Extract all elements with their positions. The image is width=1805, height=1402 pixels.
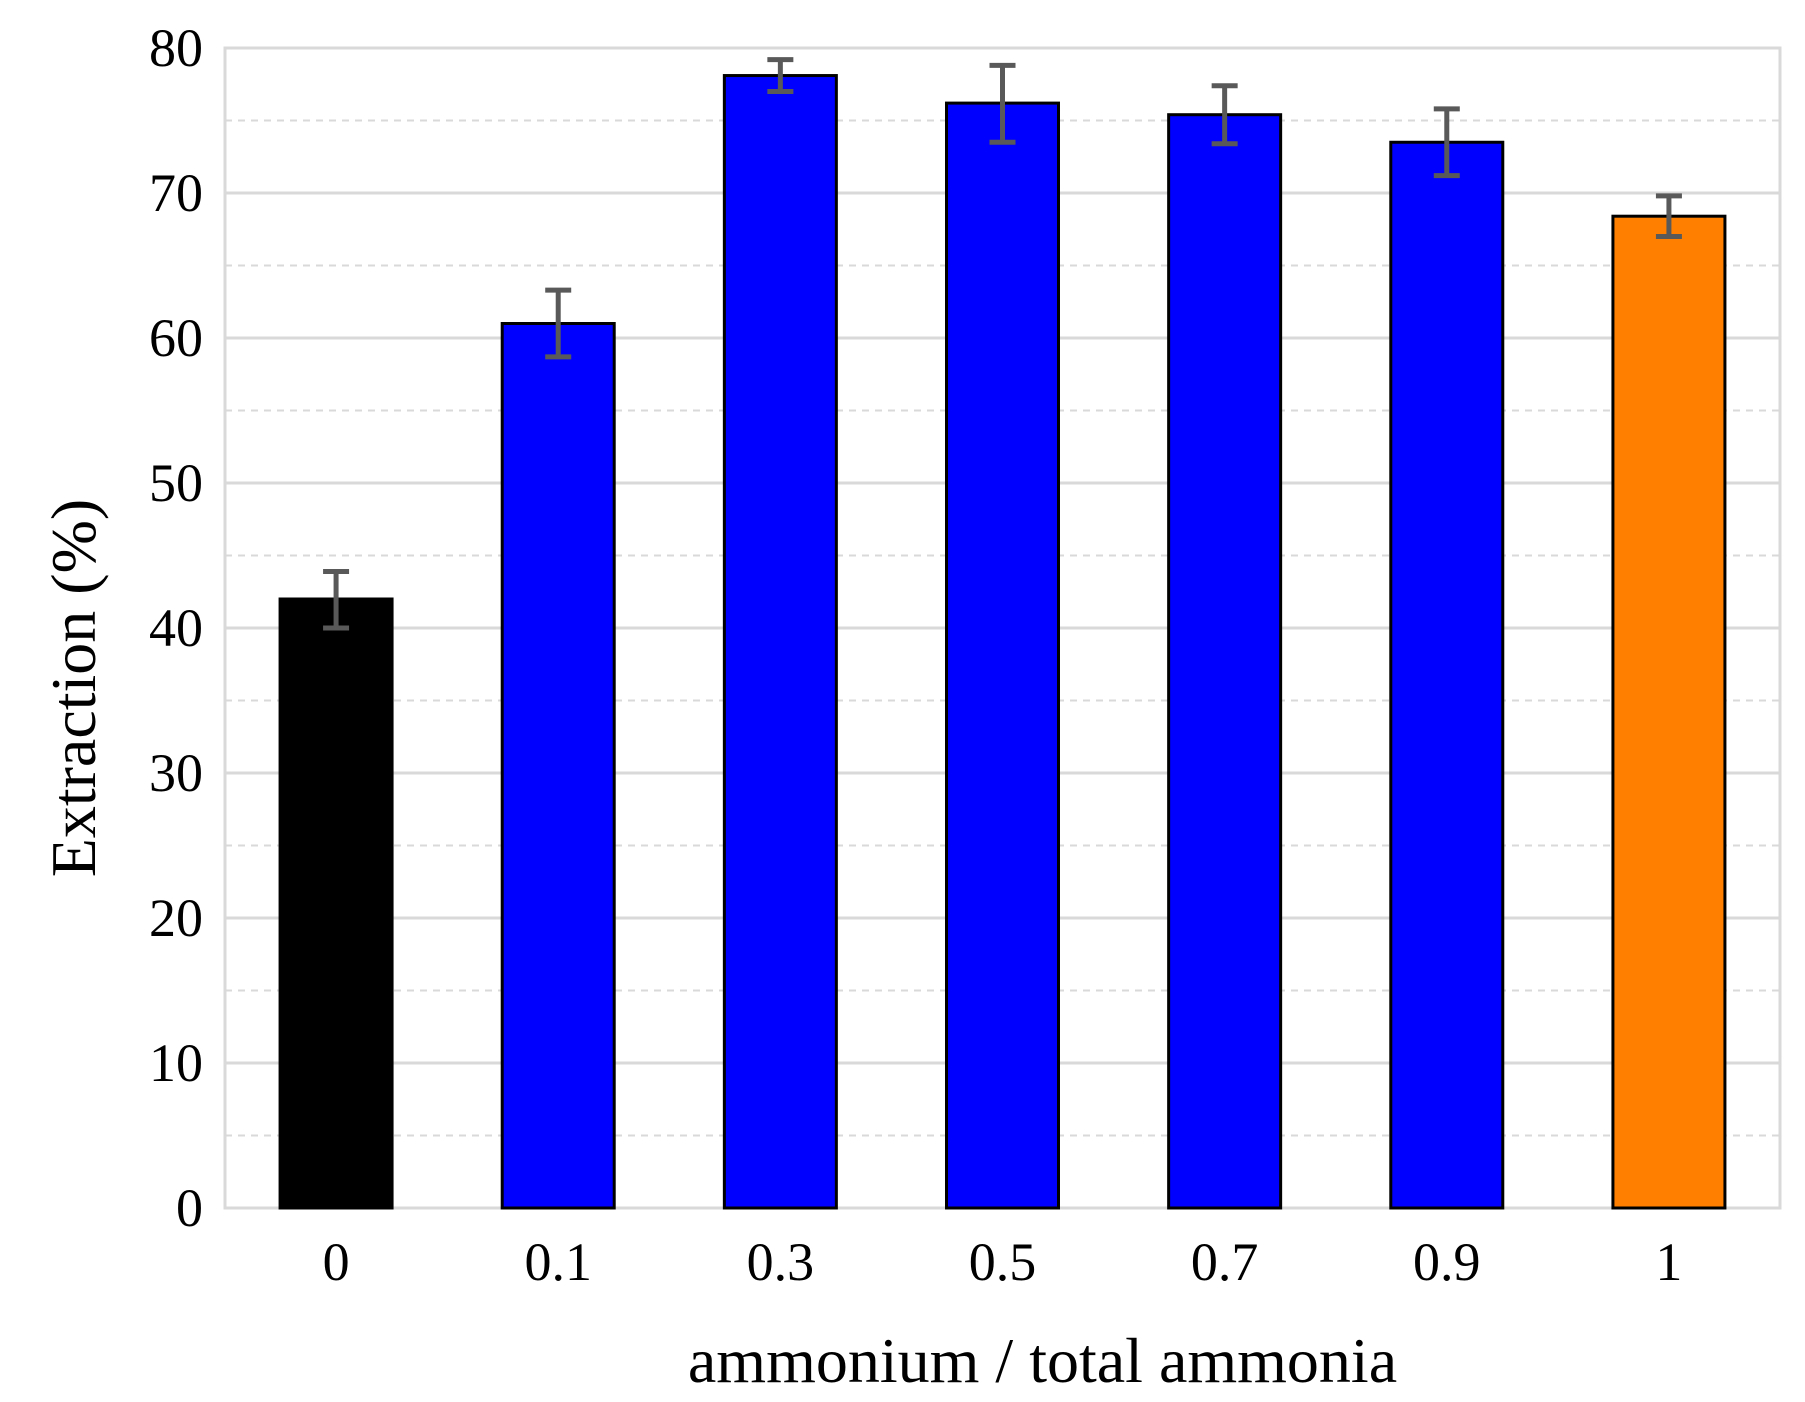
bar-0.5: [945, 101, 1060, 1210]
bar-0.1: [500, 322, 616, 1210]
error-bar-0.7: [1211, 83, 1238, 147]
y-tick-labels: 0 10 20 30 40 50 60 70 80: [149, 18, 203, 1238]
error-bar-0.1: [545, 287, 572, 360]
y-tick-label: 60: [149, 308, 203, 368]
y-tick-label: 40: [149, 598, 203, 658]
y-tick-label: 80: [149, 18, 203, 78]
x-tick-label: 1: [1655, 1232, 1682, 1292]
x-tick-label: 0: [323, 1232, 350, 1292]
x-tick-label: 0.5: [969, 1232, 1037, 1292]
y-axis-title: Extraction (%): [38, 499, 109, 878]
y-tick-label: 30: [149, 743, 203, 803]
y-tick-label: 0: [176, 1178, 203, 1238]
bar-0.3: [722, 74, 838, 1210]
y-tick-label: 10: [149, 1033, 203, 1093]
bar-0.7: [1167, 113, 1283, 1210]
bar-0.9: [1389, 140, 1505, 1210]
error-bar-0.9: [1433, 106, 1460, 179]
error-bar-0.3: [767, 57, 794, 94]
bars: [278, 74, 1727, 1210]
error-bar-0.5: [989, 62, 1016, 145]
error-bar-1: [1655, 193, 1682, 239]
y-tick-label: 50: [149, 453, 203, 513]
x-tick-label: 0.9: [1413, 1232, 1481, 1292]
x-tick-label: 0.1: [524, 1232, 592, 1292]
bar-0: [278, 597, 394, 1210]
error-bars: [323, 57, 1682, 631]
x-tick-label: 0.7: [1191, 1232, 1259, 1292]
y-tick-label: 20: [149, 888, 203, 948]
y-tick-label: 70: [149, 163, 203, 223]
x-tick-label: 0.3: [747, 1232, 815, 1292]
bar-1: [1611, 214, 1727, 1210]
x-axis-title: ammonium / total ammonia: [688, 1325, 1397, 1396]
x-tick-labels: 0 0.1 0.3 0.5 0.7 0.9 1: [323, 1232, 1683, 1292]
error-bar-0: [323, 568, 350, 631]
